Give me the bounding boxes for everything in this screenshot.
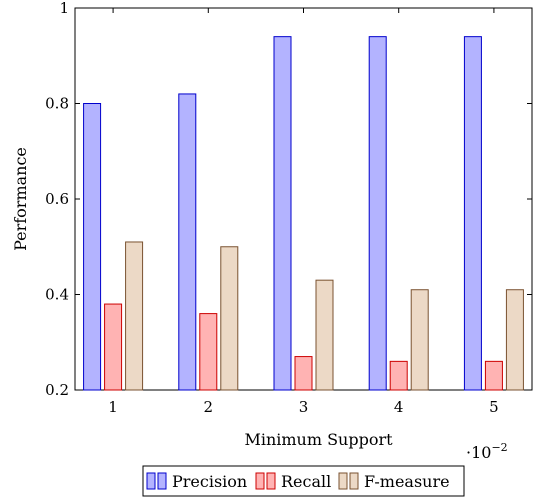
x-axis-label: Minimum Support [244, 430, 393, 449]
x-tick-label: 4 [394, 398, 404, 416]
bars [83, 36, 524, 391]
bar-precision [463, 36, 482, 391]
x-axis: 1 2 3 4 5 [108, 8, 499, 416]
x-tick-label: 5 [489, 398, 499, 416]
bar-f-measure [220, 246, 239, 391]
x-scale-exponent: −2 [491, 441, 507, 454]
plot-frame [74, 7, 533, 391]
legend-swatch [266, 472, 276, 490]
legend-swatch [146, 472, 156, 490]
legend-label: F-measure [364, 472, 450, 491]
y-tick-label: 1 [59, 0, 69, 17]
bar-precision [368, 36, 387, 391]
bar-precision [273, 36, 292, 391]
y-axis: 0.2 0.4 0.6 0.8 1 [45, 0, 532, 399]
y-tick-label: 0.2 [45, 381, 69, 399]
x-tick-label: 3 [299, 398, 309, 416]
legend-swatch [255, 472, 265, 490]
bar-precision [83, 103, 102, 391]
x-tick-label: 2 [204, 398, 214, 416]
bar-recall [199, 313, 218, 391]
bar-f-measure [505, 289, 524, 391]
bar-recall [484, 360, 503, 391]
bar-f-measure [315, 279, 334, 391]
bar-precision [178, 93, 197, 391]
legend-label: Recall [281, 472, 331, 491]
bar-recall [389, 360, 408, 391]
legend: Precision Recall F-measure [142, 465, 465, 497]
legend-swatch [157, 472, 167, 490]
bar-f-measure [125, 241, 144, 391]
legend-swatch [338, 472, 348, 490]
y-tick-label: 0.8 [45, 95, 69, 113]
y-tick-label: 0.6 [45, 190, 69, 208]
x-axis-scale-factor: ·10−2 [466, 441, 508, 462]
y-axis-label: Performance [11, 147, 30, 251]
legend-box [142, 465, 465, 497]
x-tick-label: 1 [108, 398, 118, 416]
legend-swatch [349, 472, 359, 490]
bar-f-measure [410, 289, 429, 391]
x-scale-base: ·10 [466, 443, 491, 462]
y-tick-label: 0.4 [45, 286, 69, 304]
bar-recall [294, 356, 313, 391]
legend-label: Precision [172, 472, 247, 491]
bar-recall [104, 303, 123, 391]
